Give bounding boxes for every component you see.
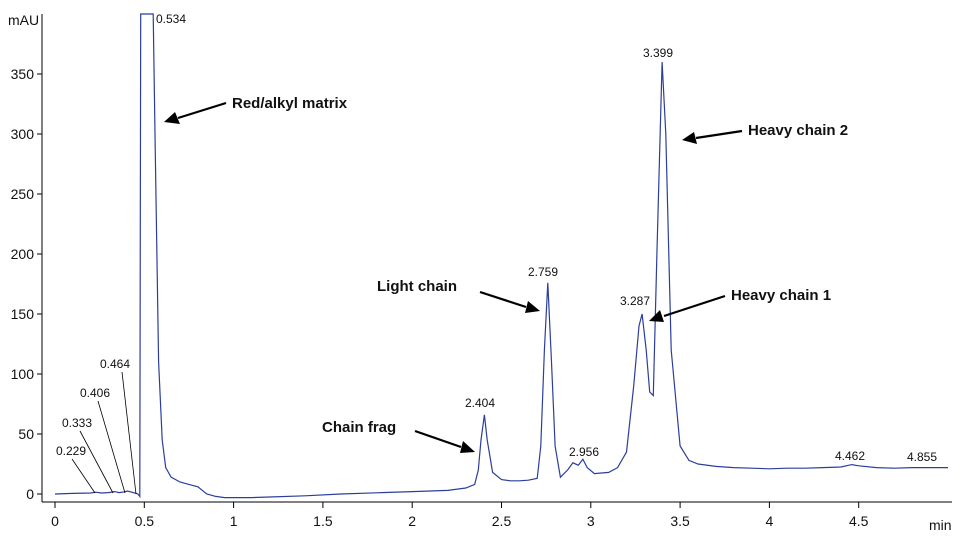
trace-group: [54, 13, 948, 499]
leader-0333: [79, 430, 114, 494]
y-tick-label: 200: [11, 246, 35, 262]
y-tick-label: 0: [26, 486, 34, 502]
peak-label-2956: 2.956: [569, 445, 599, 459]
leader-0464: [121, 371, 137, 495]
y-axis-unit: mAU: [8, 12, 39, 28]
annotation-red-alkyl-matrix: Red/alkyl matrix: [232, 95, 348, 112]
arrowhead-heavy-chain-2: [682, 132, 697, 144]
arrow-light-chain: [479, 290, 527, 309]
peak-label-0406: 0.406: [80, 386, 110, 400]
y-tick-label: 50: [18, 426, 34, 442]
chromatogram-trace: [54, 13, 948, 499]
x-axis-unit: min: [929, 517, 952, 533]
peak-label-2404: 2.404: [465, 396, 495, 410]
peak-label-4462: 4.462: [835, 449, 865, 463]
leader-0229: [71, 458, 96, 494]
arrowhead-red-alkyl-matrix: [164, 112, 180, 124]
x-tick-label: 0: [51, 513, 59, 529]
arrowhead-light-chain: [525, 301, 540, 313]
x-tick-label: 4.5: [849, 513, 869, 529]
axes: [41, 14, 952, 503]
annotation-light-chain: Light chain: [377, 278, 457, 295]
x-tick-label: 2: [408, 513, 416, 529]
peak-label-0333: 0.333: [62, 416, 92, 430]
peak-leader-lines: [71, 371, 137, 495]
peak-label-4855: 4.855: [907, 450, 937, 464]
arrowhead-heavy-chain-1: [649, 310, 664, 322]
annotation-heavy-chain-1: Heavy chain 1: [731, 287, 831, 304]
annotations: Red/alkyl matrix Heavy chain 2 Light cha…: [164, 95, 848, 453]
peak-label-0464: 0.464: [100, 357, 130, 371]
annotation-heavy-chain-2: Heavy chain 2: [748, 122, 848, 139]
annotation-chain-frag: Chain frag: [322, 419, 396, 436]
peak-label-0229: 0.229: [56, 444, 86, 458]
arrow-chain-frag: [414, 429, 462, 449]
peak-label-2759: 2.759: [528, 265, 558, 279]
y-tick-label: 300: [11, 126, 35, 142]
peak-label-3399: 3.399: [643, 46, 673, 60]
arrow-heavy-chain-2: [695, 129, 743, 140]
peak-label-0534: 0.534: [156, 12, 186, 26]
x-tick-label: 1: [230, 513, 238, 529]
arrowhead-chain-frag: [460, 441, 475, 453]
x-tick-label: 1.5: [313, 513, 333, 529]
arrow-heavy-chain-1: [663, 294, 726, 318]
y-tick-label: 100: [11, 366, 35, 382]
y-tick-label: 250: [11, 186, 35, 202]
y-tick-label: 350: [11, 66, 35, 82]
arrow-red-alkyl-matrix: [177, 101, 227, 120]
peak-labels: 0.229 0.333 0.406 0.464 0.534 2.404 2.75…: [56, 12, 937, 464]
leader-0406: [97, 400, 126, 494]
x-tick-label: 0.5: [135, 513, 155, 529]
x-ticks: 0 0.5 1 1.5 2 2.5 3 3.5 4 4.5: [51, 502, 869, 529]
y-ticks: 0 50 100 150 200 250 300 350: [11, 66, 42, 502]
x-tick-label: 3.5: [670, 513, 690, 529]
peak-label-3287: 3.287: [620, 294, 650, 308]
x-tick-label: 3: [587, 513, 595, 529]
x-tick-label: 4: [766, 513, 774, 529]
y-tick-label: 150: [11, 306, 35, 322]
x-tick-label: 2.5: [492, 513, 512, 529]
